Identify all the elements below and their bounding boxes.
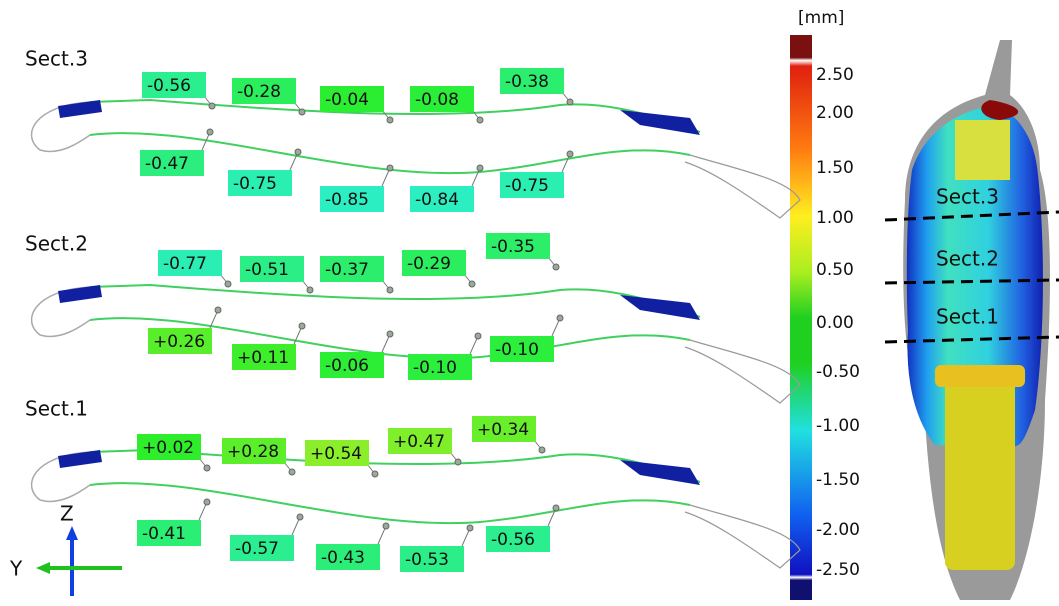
measure-point	[475, 333, 481, 339]
model-section-label: Sect.3	[936, 185, 999, 209]
value-label: -0.77	[163, 254, 207, 274]
colorbar-tick: -0.50	[816, 362, 860, 382]
measure-point	[307, 287, 313, 293]
measure-point	[204, 499, 210, 505]
value-label: -0.56	[147, 76, 191, 96]
measure-point	[225, 281, 231, 287]
value-label: -0.38	[505, 72, 549, 92]
value-label: -0.51	[245, 260, 289, 280]
measure-point	[209, 103, 215, 109]
measure-point	[557, 315, 563, 321]
measure-point	[387, 287, 393, 293]
value-label: -0.53	[405, 550, 449, 570]
figure: Sect.3 Sect.2 Sect.1 [mm] Z Y Sect.3 -0.5…	[0, 0, 1059, 606]
model-section-label: Sect.2	[936, 247, 999, 271]
value-label: -0.85	[325, 190, 369, 210]
measure-point	[295, 149, 301, 155]
y-arrowhead	[36, 562, 50, 574]
model-section-label: Sect.1	[936, 305, 999, 329]
profile-tail	[685, 505, 800, 568]
colorbar-tick: -1.50	[816, 470, 860, 490]
value-label: -0.57	[235, 539, 279, 559]
value-label: +0.28	[227, 442, 279, 462]
colorbar-tick: 0.00	[816, 313, 854, 333]
measure-point	[469, 281, 475, 287]
measure-point	[387, 165, 393, 171]
colorbar-tick: -2.50	[816, 560, 860, 580]
colorbar-tick: 0.50	[816, 260, 854, 280]
colorbar-tick: 2.00	[816, 103, 854, 123]
measure-point	[387, 331, 393, 337]
value-label: +0.26	[153, 332, 205, 352]
value-label: -0.41	[142, 524, 186, 544]
measure-point	[455, 459, 461, 465]
value-label: +0.11	[237, 348, 289, 368]
section-title: Sect.1	[25, 397, 88, 421]
section-title: Sect.2	[25, 232, 88, 256]
value-label: -0.75	[505, 176, 549, 196]
section	[32, 285, 800, 403]
measure-point	[207, 129, 213, 135]
measure-point	[299, 323, 305, 329]
value-label: -0.28	[237, 82, 281, 102]
measure-point	[553, 264, 559, 270]
profile-upper	[90, 285, 700, 317]
measure-point	[553, 505, 559, 511]
value-label: +0.54	[310, 444, 362, 464]
colorbar-tick: 2.50	[816, 65, 854, 85]
measure-point	[539, 447, 545, 453]
value-label: -0.10	[495, 340, 539, 360]
measure-point	[215, 307, 221, 313]
value-label: -0.47	[145, 154, 189, 174]
measure-point	[372, 471, 378, 477]
colorbar-tick: 1.00	[816, 208, 854, 228]
profile-tail	[685, 155, 800, 218]
value-label: -0.43	[321, 548, 365, 568]
value-label: +0.02	[142, 438, 194, 458]
colorbar-tick: -1.00	[816, 416, 860, 436]
axis-triad: Z Y	[9, 502, 122, 597]
value-label: -0.04	[325, 90, 369, 110]
colorbar-tick: 1.50	[816, 158, 854, 178]
value-label: -0.75	[233, 174, 277, 194]
value-label: -0.35	[491, 237, 535, 257]
measure-point	[204, 465, 210, 471]
y-label: Y	[9, 557, 23, 581]
colorbar	[790, 35, 812, 600]
model-collar	[935, 365, 1025, 387]
profile-lower	[90, 483, 690, 523]
value-label: -0.10	[413, 358, 457, 378]
edge-deviation	[620, 110, 700, 135]
value-label: -0.06	[325, 356, 369, 376]
measure-point	[297, 514, 303, 520]
measure-point	[477, 117, 483, 123]
value-label: -0.84	[415, 190, 459, 210]
model-top	[955, 120, 1010, 180]
profile-tail	[685, 340, 800, 403]
measure-point	[467, 525, 473, 531]
value-label: -0.08	[415, 90, 459, 110]
edge-deviation	[620, 295, 700, 320]
measure-point	[477, 165, 483, 171]
edge-deviation	[620, 460, 700, 485]
measure-point	[567, 151, 573, 157]
z-label: Z	[60, 502, 74, 526]
value-label: -0.29	[407, 254, 451, 274]
model-post	[945, 370, 1015, 570]
colorbar-tick: -2.00	[816, 520, 860, 540]
value-label: +0.34	[477, 420, 529, 440]
measure-point	[383, 523, 389, 529]
value-label: +0.47	[393, 432, 445, 452]
measure-point	[289, 469, 295, 475]
section-title: Sect.3	[25, 47, 88, 71]
measure-point	[299, 109, 305, 115]
colorbar-unit: [mm]	[798, 8, 844, 28]
profile-upper	[90, 100, 700, 132]
value-label: -0.56	[491, 530, 535, 550]
value-label: -0.37	[325, 260, 369, 280]
measure-point	[387, 117, 393, 123]
model-view: Sect.3 Sect.2 Sect.1	[885, 40, 1059, 600]
measure-point	[567, 99, 573, 105]
z-arrowhead	[66, 526, 78, 540]
